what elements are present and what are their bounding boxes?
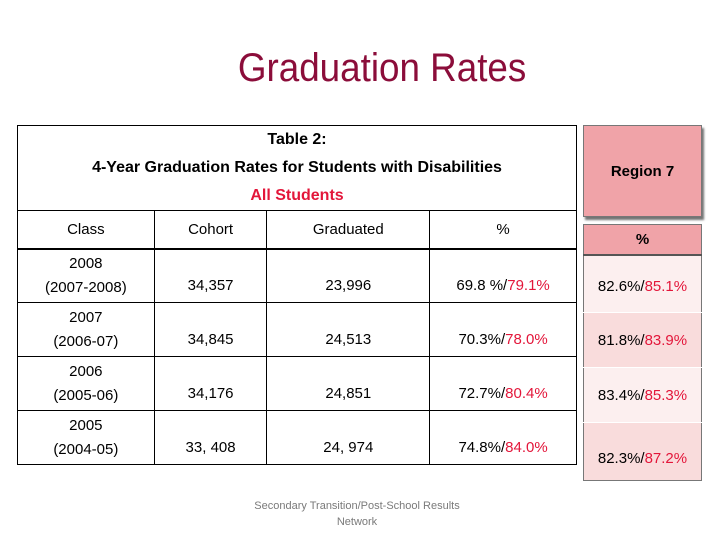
percent-state: 72.7%/ bbox=[458, 385, 506, 402]
percent-cell: 70.3%/78.0% bbox=[429, 302, 577, 357]
percent-state: 74.8%/ bbox=[458, 439, 506, 456]
header-percent: % bbox=[429, 210, 577, 250]
header-class: Class bbox=[17, 210, 155, 250]
cohort-cell: 34,176 bbox=[153, 356, 268, 411]
table-row: 2006 (2005-06) 34,176 24,851 72.7%/80.4% bbox=[17, 356, 577, 411]
graduated-cell: 24,513 bbox=[266, 302, 431, 357]
region-header-row: % bbox=[583, 224, 702, 256]
region-percent-red: 85.3% bbox=[644, 386, 688, 404]
class-year: 2005 bbox=[69, 416, 103, 434]
class-year: 2006 bbox=[69, 362, 103, 380]
class-span: (2005-06) bbox=[53, 386, 119, 404]
class-cell: 2008 (2007-2008) bbox=[17, 248, 155, 303]
caption-table-number: Table 2: bbox=[267, 131, 327, 148]
region-row: 83.4%/85.3% bbox=[583, 367, 702, 423]
region-row: 81.8%/83.9% bbox=[583, 312, 702, 368]
region-percent-base: 82.3%/ bbox=[597, 450, 645, 467]
graduated-cell: 23,996 bbox=[266, 248, 431, 303]
cohort-cell: 34,845 bbox=[153, 302, 268, 357]
graduation-rates-table: Table 2: 4-Year Graduation Rates for Stu… bbox=[17, 125, 577, 465]
slide-title: Graduation Rates bbox=[237, 46, 527, 90]
region-percent-cell: 81.8%/83.9% bbox=[583, 312, 702, 368]
class-cell: 2006 (2005-06) bbox=[17, 356, 155, 411]
caption-table-title: 4-Year Graduation Rates for Students wit… bbox=[92, 159, 502, 176]
percent-all: 80.4% bbox=[505, 385, 548, 402]
region-percent-cell: 83.4%/85.3% bbox=[583, 367, 702, 423]
header-cohort: Cohort bbox=[153, 210, 268, 250]
slide-footer: Secondary Transition/Post-School Results… bbox=[254, 500, 460, 528]
percent-all: 78.0% bbox=[505, 331, 548, 348]
percent-state: 70.3%/ bbox=[458, 331, 506, 348]
table-row: 2008 (2007-2008) 34,357 23,996 69.8 %/79… bbox=[17, 248, 577, 303]
region-percent-cell: 82.6%/85.1% bbox=[583, 254, 702, 313]
region-row: 82.3%/87.2% bbox=[583, 422, 702, 481]
class-span: (2004-05) bbox=[53, 440, 119, 458]
table-caption: Table 2: 4-Year Graduation Rates for Stu… bbox=[17, 125, 577, 211]
class-year: 2008 bbox=[69, 254, 103, 272]
region-percent-base: 81.8%/ bbox=[597, 331, 645, 349]
header-graduated: Graduated bbox=[266, 210, 431, 250]
region-title-box: Region 7 bbox=[583, 125, 702, 217]
region-header-percent: % bbox=[583, 224, 702, 256]
percent-state: 69.8 %/ bbox=[456, 277, 508, 294]
table-row: 2005 (2004-05) 33, 408 24, 974 74.8%/84.… bbox=[17, 410, 577, 465]
graduated-cell: 24,851 bbox=[266, 356, 431, 411]
region-table: % 82.6%/85.1% 81.8%/83.9% 83.4%/85.3% 82… bbox=[583, 224, 702, 481]
percent-all: 79.1% bbox=[507, 277, 550, 294]
caption-all-students: All Students bbox=[250, 187, 344, 204]
graduated-cell: 24, 974 bbox=[266, 410, 431, 465]
region-percent-red: 85.1% bbox=[644, 278, 688, 296]
region-title: Region 7 bbox=[610, 162, 675, 180]
region-percent-red: 87.2% bbox=[644, 450, 688, 467]
class-span: (2007-2008) bbox=[44, 278, 127, 296]
region-percent-base: 82.6%/ bbox=[597, 278, 645, 296]
region-row: 82.6%/85.1% bbox=[583, 254, 702, 313]
percent-cell: 72.7%/80.4% bbox=[429, 356, 577, 411]
class-year: 2007 bbox=[69, 308, 103, 326]
cohort-cell: 34,357 bbox=[153, 248, 268, 303]
percent-cell: 74.8%/84.0% bbox=[429, 410, 577, 465]
class-span: (2006-07) bbox=[53, 332, 119, 350]
region-percent-red: 83.9% bbox=[644, 331, 688, 349]
region-percent-cell: 82.3%/87.2% bbox=[583, 422, 702, 481]
class-cell: 2005 (2004-05) bbox=[17, 410, 155, 465]
percent-cell: 69.8 %/79.1% bbox=[429, 248, 577, 303]
class-cell: 2007 (2006-07) bbox=[17, 302, 155, 357]
table-row: 2007 (2006-07) 34,845 24,513 70.3%/78.0% bbox=[17, 302, 577, 357]
region-percent-base: 83.4%/ bbox=[597, 386, 645, 404]
cohort-cell: 33, 408 bbox=[153, 410, 268, 465]
percent-all: 84.0% bbox=[505, 439, 548, 456]
